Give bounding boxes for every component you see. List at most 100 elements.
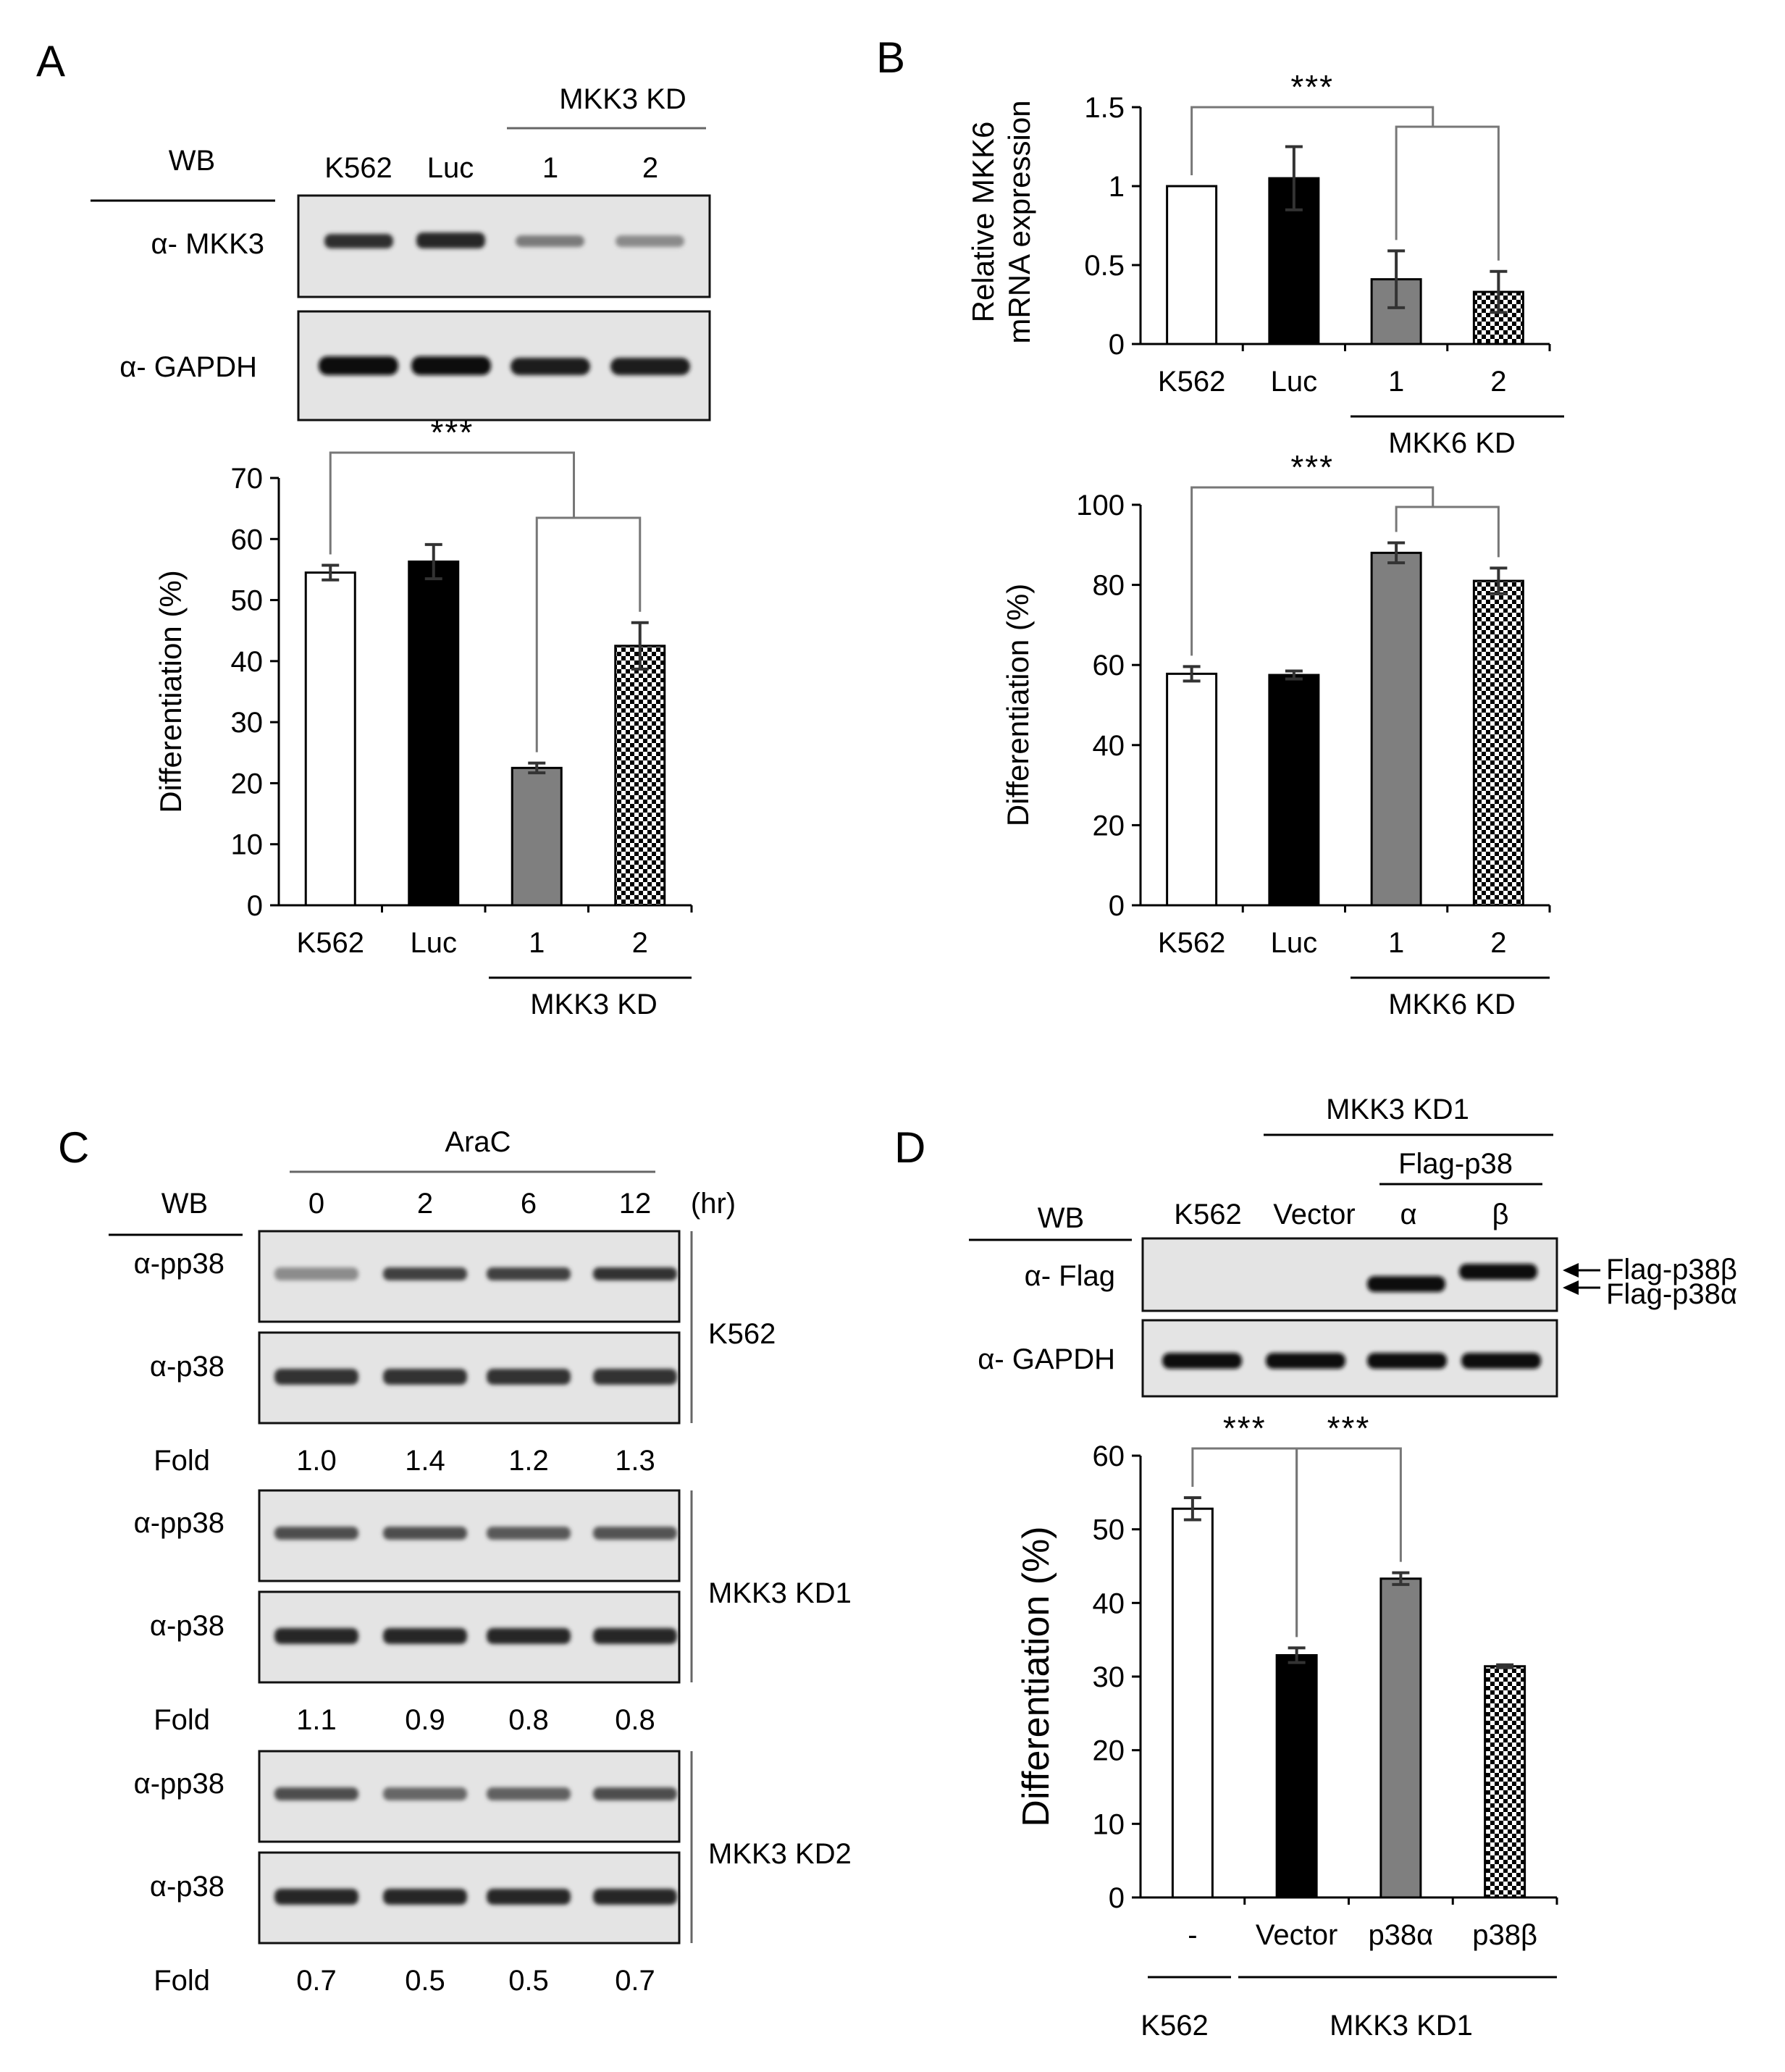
sig-label: *** bbox=[1290, 448, 1334, 486]
panel-a-lane-luc: Luc bbox=[427, 152, 474, 184]
panel-c-group: α-pp38 α-p38 K562 Fold 1.0 1.4 1.2 1.3 bbox=[134, 1230, 776, 1477]
panel-a-row-gapdh: α- GAPDH bbox=[119, 351, 257, 383]
y-tick-label: 30 bbox=[231, 707, 264, 739]
panel-d-lane-vector: Vector bbox=[1273, 1199, 1355, 1230]
panel-c-group-name: MKK3 KD1 bbox=[708, 1577, 852, 1609]
sig-bracket bbox=[1395, 125, 1500, 261]
panel-c-time-0: 0 bbox=[308, 1188, 324, 1220]
panel-c-bands bbox=[274, 1787, 677, 1905]
category-label: Luc bbox=[1271, 927, 1318, 959]
band bbox=[274, 1628, 358, 1644]
panel-c-fold-value: 1.2 bbox=[508, 1445, 549, 1477]
band bbox=[487, 1527, 571, 1540]
chart-a-differentiation: 0 10 20 30 40 50 60 70 Differentiation (%) K562 Lu… bbox=[154, 414, 693, 1020]
panel-a-mkk3-bands bbox=[324, 232, 684, 248]
panel-d-lane-alpha: α bbox=[1400, 1199, 1416, 1230]
y-tick-label: 0 bbox=[1109, 890, 1125, 922]
band bbox=[487, 1267, 571, 1280]
category-label: K562 bbox=[1158, 366, 1225, 398]
sig-bracket bbox=[1295, 1447, 1402, 1637]
y-tick-label: 0 bbox=[1109, 1882, 1125, 1914]
panel-c-wb-header: WB bbox=[161, 1188, 208, 1220]
panel-a-group-label: MKK3 KD bbox=[559, 83, 686, 115]
band bbox=[593, 1889, 677, 1905]
panel-d-row-gapdh: α- GAPDH bbox=[978, 1343, 1115, 1375]
panel-c-group-name: K562 bbox=[708, 1318, 776, 1350]
arrow-alpha-icon bbox=[1563, 1280, 1579, 1295]
panel-d-lane-beta: β bbox=[1492, 1199, 1508, 1230]
panel-a-gapdh-bands bbox=[319, 356, 690, 375]
panel-d-gapdh-bands bbox=[1162, 1353, 1541, 1369]
band bbox=[593, 1527, 677, 1540]
panel-c-letter: C bbox=[58, 1123, 89, 1172]
group-label: K562 bbox=[1141, 2010, 1208, 2042]
y-tick-label: 20 bbox=[231, 768, 264, 800]
band bbox=[487, 1369, 571, 1385]
category-label: p38α bbox=[1368, 1919, 1433, 1951]
band bbox=[487, 1787, 571, 1800]
y-tick-label: 100 bbox=[1076, 490, 1125, 521]
panel-c-fold-value: 0.5 bbox=[508, 1965, 549, 1997]
y-tick-label: 1 bbox=[1109, 171, 1125, 203]
panel-a-row-mkk3: α- MKK3 bbox=[151, 228, 264, 260]
category-label: 1 bbox=[1388, 366, 1404, 398]
bar bbox=[1379, 1577, 1422, 1899]
y-tick-label: 0.5 bbox=[1084, 250, 1125, 282]
band bbox=[487, 1628, 571, 1644]
panel-c-bands bbox=[274, 1527, 677, 1644]
bar bbox=[408, 560, 460, 907]
band bbox=[274, 1889, 358, 1905]
y-tick-label: 60 bbox=[231, 524, 264, 555]
category-label: p38β bbox=[1472, 1919, 1537, 1951]
panel-c-time-2: 2 bbox=[417, 1188, 433, 1220]
bar bbox=[1275, 1654, 1318, 1899]
category-label: 2 bbox=[632, 927, 648, 959]
bar bbox=[304, 571, 356, 907]
sig-label: *** bbox=[1223, 1409, 1267, 1447]
panel-c-fold-value: 1.3 bbox=[615, 1445, 655, 1477]
panel-c-fold-value: 1.1 bbox=[296, 1704, 337, 1736]
y-tick-label: 40 bbox=[1093, 1587, 1125, 1619]
panel-c-treatment: AraC bbox=[445, 1126, 511, 1158]
panel-c-row-p38: α-p38 bbox=[150, 1871, 224, 1903]
panel-a-letter: A bbox=[36, 37, 65, 85]
panel-c-row-p38: α-p38 bbox=[150, 1351, 224, 1383]
y-axis-label-line1: Relative MKK6 bbox=[966, 122, 1000, 323]
bar bbox=[1268, 674, 1320, 907]
group-label: MKK6 KD bbox=[1388, 427, 1516, 459]
sig-bracket bbox=[1190, 106, 1435, 175]
chart-b-differentiation: 0 20 40 60 80 100 Differentiation (%) K562 Luc 1 2… bbox=[1001, 448, 1551, 1020]
panel-a-lane-k562: K562 bbox=[324, 152, 392, 184]
panel-c-row-pp38: α-pp38 bbox=[134, 1507, 224, 1539]
category-label: Vector bbox=[1256, 1919, 1337, 1951]
category-label: 2 bbox=[1490, 366, 1506, 398]
category-label: K562 bbox=[297, 927, 364, 959]
bar bbox=[614, 645, 666, 907]
band bbox=[274, 1787, 358, 1800]
panel-c-fold-value: 0.5 bbox=[405, 1965, 445, 1997]
band bbox=[593, 1267, 677, 1280]
y-tick-label: 50 bbox=[231, 585, 264, 617]
sig-bracket bbox=[329, 451, 575, 555]
band bbox=[383, 1628, 467, 1644]
panel-a-blot: A MKK3 KD WB K562 Luc 1 2 α- MKK3 α- GAP… bbox=[36, 37, 711, 421]
band bbox=[383, 1527, 467, 1540]
y-tick-label: 60 bbox=[1093, 650, 1125, 681]
band bbox=[593, 1369, 677, 1385]
panel-d-lane-k562: K562 bbox=[1174, 1199, 1241, 1230]
y-tick-label: 20 bbox=[1093, 810, 1125, 842]
panel-d-row-flag: α- Flag bbox=[1025, 1260, 1115, 1292]
band bbox=[593, 1787, 677, 1800]
y-axis-label: Differentiation (%) bbox=[154, 570, 188, 813]
bar bbox=[1484, 1665, 1526, 1899]
panel-c-fold-label: Fold bbox=[154, 1965, 210, 1997]
sig-bracket bbox=[535, 516, 642, 752]
panel-d-flag-bands bbox=[1367, 1264, 1537, 1292]
y-tick-label: 40 bbox=[1093, 730, 1125, 762]
category-label: Luc bbox=[411, 927, 458, 959]
y-tick-label: 10 bbox=[1093, 1808, 1125, 1840]
panel-d-wb-header: WB bbox=[1038, 1202, 1084, 1234]
sig-bracket bbox=[1190, 486, 1435, 656]
category-label: K562 bbox=[1158, 927, 1225, 959]
